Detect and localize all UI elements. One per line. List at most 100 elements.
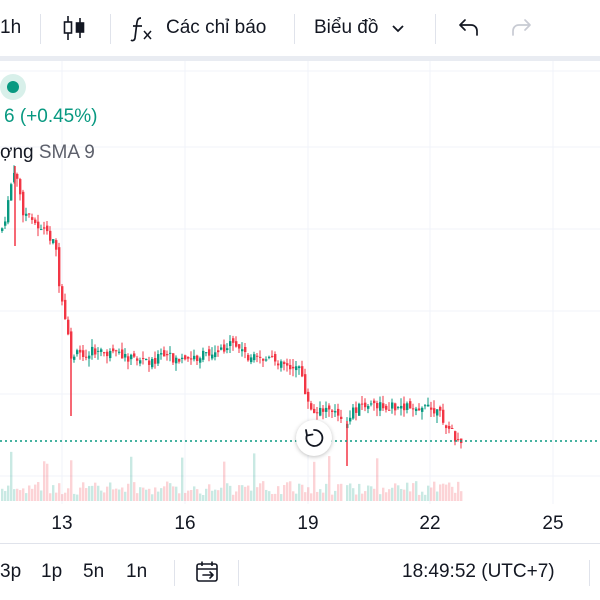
volume-bar [391,487,394,501]
candle-body [151,358,154,368]
volume-bar [442,483,445,501]
candle-body [142,358,145,360]
chart-style-button[interactable] [62,0,86,56]
volume-bar [160,488,163,501]
volume-bar [394,483,397,501]
volume-bar [367,485,370,501]
candle-body [190,358,193,360]
range-label: 1n [126,561,148,582]
volume-bar [301,484,304,501]
volume-bar [217,490,220,501]
interval-button[interactable]: 1h [0,0,21,56]
candle-body [115,350,118,352]
candle-body [106,351,109,357]
volume-bar [433,481,436,501]
range-button-5n[interactable]: 5n [83,544,104,600]
chevron-down-icon [392,25,405,33]
volume-bar [202,494,205,501]
range-button-1p[interactable]: 1p [41,544,62,600]
candle-body [205,352,208,354]
volume-bar [7,485,10,501]
candle-body [145,359,148,361]
volume-bar [226,483,229,501]
go-to-date-button[interactable] [195,544,221,600]
volume-bar [277,486,280,501]
volume-bar [292,491,295,501]
candle-body [79,349,82,353]
candle-body [262,358,265,361]
candle-body [163,350,166,357]
candle-body [49,230,52,241]
volume-bar [52,485,55,501]
candle-body [316,412,319,414]
indicators-label: Các chỉ báo [166,17,267,38]
volume-bar [403,489,406,501]
chart-pane[interactable] [0,61,600,543]
undo-button[interactable] [456,0,480,56]
volume-bar [229,485,232,501]
indicators-button[interactable]: Các chỉ báo [130,0,266,56]
volume-bar [241,485,244,501]
volume-bar [289,481,292,501]
range-label: 3p [0,561,22,582]
toolbar-shadow [0,56,600,61]
volume-bar [352,488,355,501]
timezone-clock[interactable]: 18:49:52 (UTC+7) [402,544,555,600]
volume-bar [361,493,364,501]
bottom-divider [589,560,590,586]
candle-body [436,409,439,416]
volume-bar [43,461,46,501]
volume-bar [346,485,349,501]
reset-icon [305,429,324,447]
candle-body [400,405,403,409]
candle-body [265,359,268,361]
price-chart[interactable] [0,61,600,543]
volume-bar [298,483,301,501]
volume-bar [85,488,88,501]
candle-body [391,402,394,409]
volume-bar [460,491,463,501]
volume-indicator-legend[interactable]: ợng SMA 9 [0,142,95,164]
candle-body [37,221,40,229]
volume-bar [133,482,136,501]
candle-body [175,357,178,364]
market-status-indicator[interactable] [0,74,26,100]
candle-body [211,354,214,359]
candle-body [208,349,211,356]
candle-body [16,173,19,179]
candle-body [214,352,217,358]
volume-bar [16,488,19,501]
volume-bar [295,493,298,501]
chart-type-dropdown[interactable]: Biểu đồ [314,0,406,56]
candle-body [268,356,271,358]
candle-body [28,213,31,215]
candle-body [241,349,244,352]
x-axis-tick: 13 [51,513,73,534]
redo-button[interactable] [510,0,534,56]
volume-bar [130,456,133,501]
volume-bar [253,453,256,501]
candle-body [430,407,433,410]
candle-body [361,403,364,405]
candle-body [226,348,229,351]
volume-bar [409,491,412,501]
calendar-goto-icon [196,561,218,582]
volume-bar [163,486,166,501]
candle-body [403,403,406,411]
candle-body [298,366,301,369]
x-axis-tick: 19 [297,513,319,534]
candle-body [100,349,103,352]
range-button-3p[interactable]: 3p [0,544,21,600]
range-label: 1p [41,561,63,582]
range-button-1n[interactable]: 1n [126,544,147,600]
reset-chart-button[interactable] [296,420,332,456]
candle-body [286,363,289,366]
volume-bar [64,492,67,501]
candle-body [448,425,451,429]
candle-body [157,354,160,364]
volume-bar [427,485,430,501]
volume-bar [421,491,424,501]
volume-bar [109,482,112,501]
candle-body [13,172,16,182]
function-fx-icon [130,17,152,42]
